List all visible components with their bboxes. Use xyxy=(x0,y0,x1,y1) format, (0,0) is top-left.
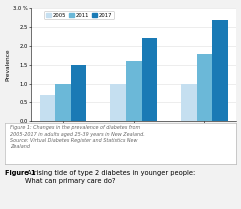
Bar xyxy=(126,61,141,121)
Bar xyxy=(110,84,126,121)
Legend: 2005, 2011, 2017: 2005, 2011, 2017 xyxy=(44,11,114,19)
Bar xyxy=(181,84,197,121)
Bar xyxy=(71,65,87,121)
Bar xyxy=(40,95,55,121)
Bar xyxy=(141,38,157,121)
Text: A rising tide of type 2 diabetes in younger people:
What can primary care do?: A rising tide of type 2 diabetes in youn… xyxy=(25,170,195,184)
Bar xyxy=(212,20,228,121)
Y-axis label: Prevalence: Prevalence xyxy=(5,48,10,81)
Bar xyxy=(55,84,71,121)
Text: Figure 1: Changes in the prevalence of diabetes from
2005-2017 in adults aged 25: Figure 1: Changes in the prevalence of d… xyxy=(10,125,144,149)
Text: Figure 1: Figure 1 xyxy=(5,170,35,176)
Bar xyxy=(197,54,212,121)
X-axis label: Age group: Age group xyxy=(119,132,149,137)
